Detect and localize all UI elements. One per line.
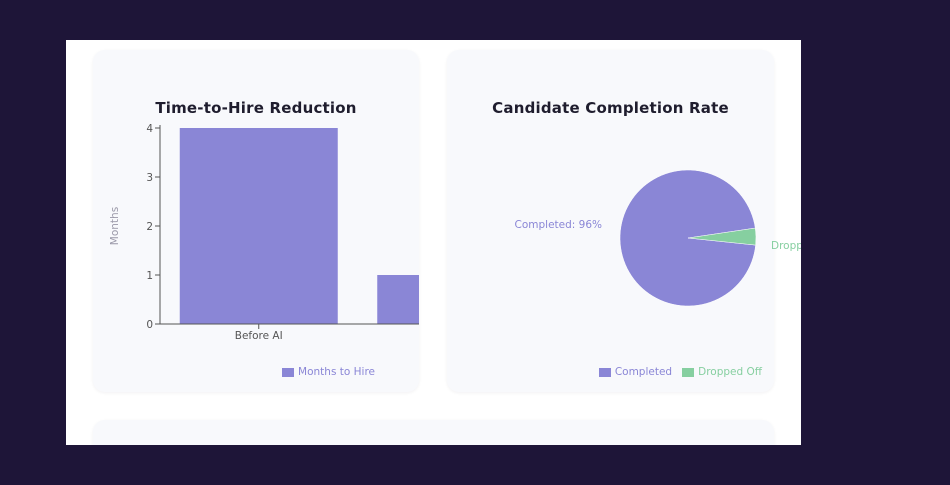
bar-legend[interactable]: Months to Hire — [282, 366, 375, 378]
y-tick-label-4: 4 — [146, 123, 153, 135]
completion-rate-card: Candidate Completion Rate Completed: 96%… — [447, 50, 801, 392]
y-axis-label: Months — [109, 207, 121, 245]
y-tick-label-1: 1 — [146, 270, 153, 282]
y-tick-label-2: 2 — [146, 221, 153, 233]
legend-item-completed[interactable]: Completed — [598, 366, 673, 378]
data-label-completed: Completed: 96% — [515, 219, 603, 231]
dashboard-panel: Time-to-Hire Reduction 0 1 2 3 4 Months Before… — [66, 40, 801, 445]
legend-label-completed: Completed — [614, 366, 673, 378]
bar-before-ai — [179, 128, 338, 324]
y-tick-label-0: 0 — [146, 319, 153, 331]
pie-chart-title: Candidate Completion Rate — [492, 99, 729, 117]
pie-legend: Completed Dropped Off — [589, 366, 762, 378]
pie-slice-dropped-off — [687, 227, 757, 246]
legend-label-months: Months to Hire — [298, 366, 375, 378]
pie-slice-completed — [619, 169, 756, 307]
legend-item-dropped-off[interactable]: Dropped Off — [682, 366, 762, 378]
pie-chart: Completed: 96% Dropped Off: 4% — [515, 169, 801, 307]
legend-label-dropped-off: Dropped Off — [698, 366, 762, 378]
time-to-hire-card: Time-to-Hire Reduction 0 1 2 3 4 Months Before… — [93, 50, 419, 392]
bar-after-ai — [377, 275, 419, 324]
bar-chart-title: Time-to-Hire Reduction — [155, 99, 357, 117]
data-label-dropped-off: Dropped Off: 4% — [771, 240, 801, 252]
y-tick-label-3: 3 — [146, 172, 153, 184]
x-tick-label-before-ai: Before AI — [235, 330, 283, 342]
legend-swatch-months — [282, 367, 295, 377]
lower-card — [93, 420, 774, 445]
legend-swatch-completed — [598, 367, 611, 377]
legend-swatch-dropped-off — [682, 367, 695, 377]
